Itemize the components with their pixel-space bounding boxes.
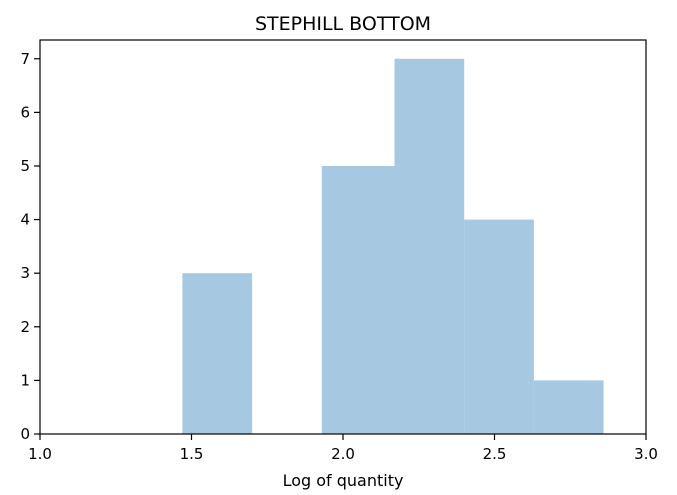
chart-title: STEPHILL BOTTOM [255,13,431,35]
y-tick-label: 0 [20,425,30,443]
x-axis-label: Log of quantity [283,471,404,490]
x-tick-label: 3.0 [634,445,658,463]
x-tick-label: 2.5 [483,445,507,463]
y-tick-label: 5 [20,157,30,175]
y-tick-label: 7 [20,50,30,68]
y-tick-label: 2 [20,318,30,336]
histogram-bar [394,58,465,435]
x-tick-label: 1.5 [180,445,204,463]
y-tick-label: 3 [20,264,30,282]
x-tick-label: 1.0 [28,445,52,463]
y-tick-label: 6 [20,103,30,121]
x-tick-label: 2.0 [331,445,355,463]
bars-layer [182,58,604,435]
y-tick-label: 4 [20,211,30,229]
histogram-bar [182,273,253,434]
axes-layer: 1.0 1.5 2.0 2.5 3.0 0 1 2 3 4 5 6 7 [20,39,658,463]
histogram-bar [321,165,395,435]
histogram-bar [533,380,604,434]
y-tick-label: 1 [20,371,30,389]
histogram-bar [464,219,534,434]
